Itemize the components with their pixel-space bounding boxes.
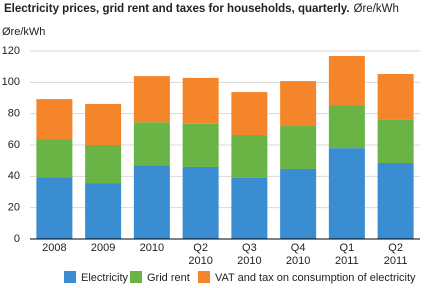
x-tick-label: Q3 2010 bbox=[237, 242, 261, 267]
bar-segment bbox=[182, 123, 219, 167]
x-tick-label: Q2 2011 bbox=[384, 242, 408, 267]
bar-segment bbox=[377, 74, 414, 120]
legend-label: Electricity bbox=[81, 272, 129, 284]
bar-segment bbox=[85, 183, 122, 239]
x-tick-label: 2008 bbox=[42, 242, 66, 254]
x-tick-label: Q2 2010 bbox=[188, 242, 212, 267]
y-tick-label: 120 bbox=[2, 45, 20, 57]
bar-segment bbox=[280, 168, 317, 239]
bar-segment bbox=[280, 81, 317, 127]
bar-segment bbox=[182, 77, 219, 124]
y-tick-label: 60 bbox=[8, 139, 20, 151]
bar-segment bbox=[85, 103, 122, 145]
bar-segment bbox=[377, 163, 414, 239]
chart-title: Electricity prices, grid rent and taxes … bbox=[4, 3, 350, 15]
y-tick-label: 20 bbox=[8, 202, 20, 214]
bar-segment bbox=[328, 148, 365, 239]
y-axis-label: Øre/kWh bbox=[2, 26, 45, 38]
bar-segment bbox=[133, 76, 170, 123]
y-tick-label: 40 bbox=[8, 170, 20, 182]
bar-segment bbox=[36, 177, 73, 239]
legend-swatch bbox=[198, 271, 210, 283]
bar-segment bbox=[182, 166, 219, 239]
x-tick-label: 2010 bbox=[140, 242, 164, 254]
x-tick-label: Q1 2011 bbox=[335, 242, 359, 267]
legend-swatch bbox=[130, 271, 142, 283]
bar-segment bbox=[280, 126, 317, 169]
legend-swatch bbox=[64, 271, 76, 283]
bar-segment bbox=[231, 177, 268, 239]
y-tick-label: 100 bbox=[2, 76, 20, 88]
legend-label: Grid rent bbox=[147, 272, 190, 284]
y-tick-label: 0 bbox=[14, 233, 20, 245]
bar-segment bbox=[328, 56, 365, 106]
y-tick-label: 80 bbox=[8, 108, 20, 120]
bar-segment bbox=[36, 139, 73, 178]
bar-segment bbox=[133, 165, 170, 239]
bar-segment bbox=[85, 145, 122, 184]
bar-segment bbox=[133, 122, 170, 166]
bar-segment bbox=[36, 99, 73, 140]
bar-segment bbox=[231, 92, 268, 135]
legend-label: VAT and tax on consumption of electricit… bbox=[215, 272, 416, 284]
x-tick-label: Q4 2010 bbox=[286, 242, 310, 267]
bar-segment bbox=[328, 105, 365, 149]
x-tick-label: 2009 bbox=[91, 242, 115, 254]
chart-subtitle: Øre/kWh bbox=[354, 3, 399, 15]
chart-title-line: Electricity prices, grid rent and taxes … bbox=[4, 3, 399, 15]
bar-segment bbox=[231, 134, 268, 178]
bar-segment bbox=[377, 119, 414, 164]
